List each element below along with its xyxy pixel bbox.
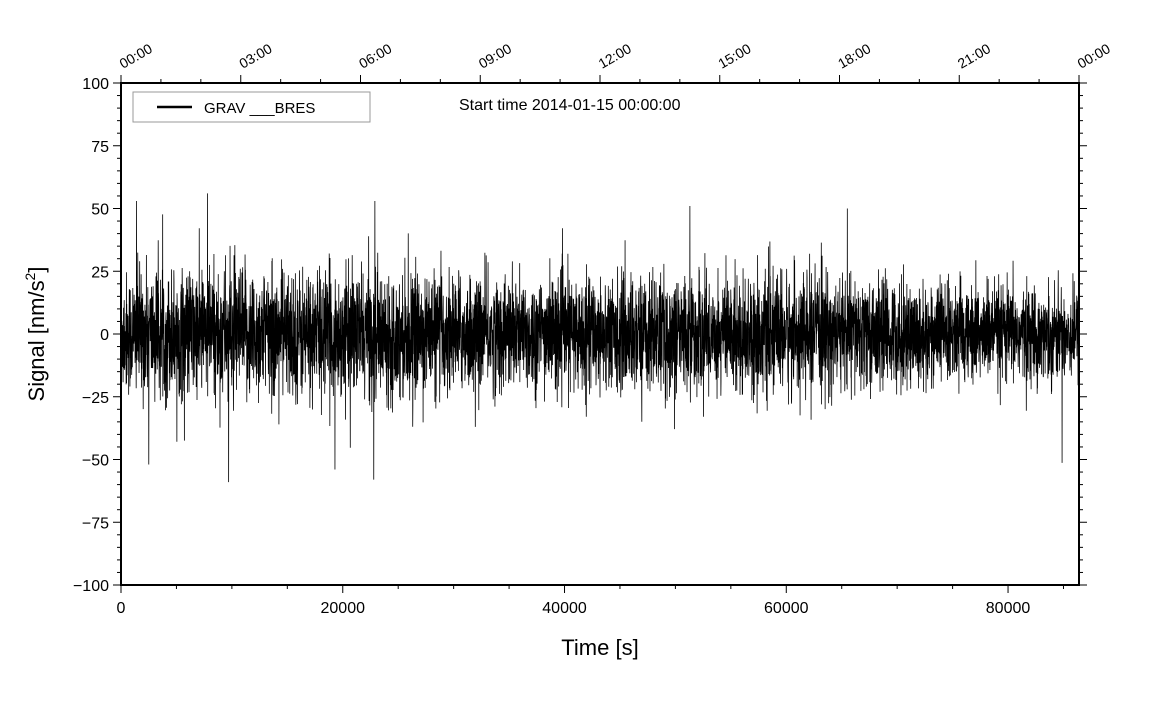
top-tick-label: 09:00 [476, 40, 515, 71]
y-tick-label: 75 [91, 139, 109, 156]
legend-label: GRAV ___BRES [204, 100, 315, 117]
y-tick-label: 0 [100, 327, 109, 344]
legend: GRAV ___BRES [132, 91, 371, 123]
y-tick-label: −100 [73, 578, 109, 595]
top-tick-label: 00:00 [1075, 40, 1114, 71]
y-tick-label: −50 [82, 453, 109, 470]
x-tick-label: 80000 [986, 600, 1031, 617]
y-tick-label: 50 [91, 202, 109, 219]
signal-trace [120, 193, 1080, 483]
y-axis-label-end: ] [24, 267, 49, 273]
top-tick-label: 06:00 [356, 40, 395, 71]
x-tick-label: 0 [117, 600, 126, 617]
top-tick-label: 15:00 [715, 40, 754, 71]
top-tick-label: 18:00 [835, 40, 874, 71]
signal-line [120, 193, 1080, 483]
top-tick-label: 12:00 [596, 40, 635, 71]
y-tick-label: 25 [91, 264, 109, 281]
top-tick-label: 21:00 [955, 40, 994, 71]
top-tick-label: 00:00 [117, 40, 156, 71]
top-tick-label: 03:00 [236, 40, 275, 71]
y-axis-label: Signal [nm/s2] [22, 267, 49, 402]
x-tick-label: 20000 [321, 600, 366, 617]
y-tick-label: −25 [82, 390, 109, 407]
x-axis-label: Time [s] [561, 635, 638, 660]
y-axis-label-main: Signal [nm/s [24, 280, 49, 401]
chart-title: Start time 2014-01-15 00:00:00 [459, 97, 681, 114]
axis-ticks [113, 75, 1087, 593]
x-tick-label: 40000 [542, 600, 587, 617]
x-tick-label: 60000 [764, 600, 809, 617]
y-tick-label: 100 [82, 76, 109, 93]
y-tick-label: −75 [82, 515, 109, 532]
y-axis-label-sup: 2 [22, 272, 38, 280]
